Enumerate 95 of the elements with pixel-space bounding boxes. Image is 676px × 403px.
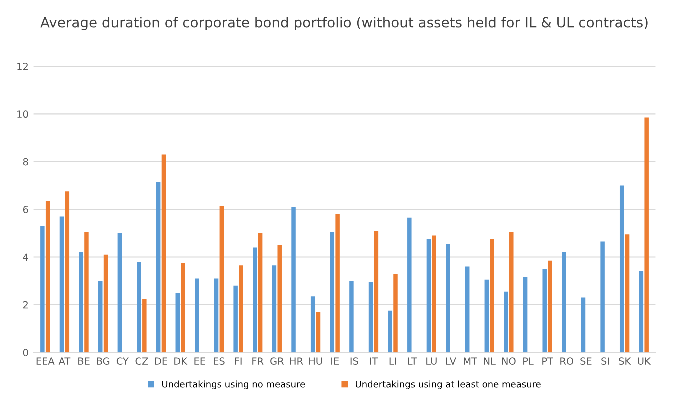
chart-title: Average duration of corporate bond portfolio (without assets held for IL & UL contracts): [40, 17, 648, 30]
bar: [336, 214, 340, 353]
bar: [408, 218, 412, 353]
y-tick-label: 2: [23, 301, 28, 309]
bar: [644, 118, 649, 353]
x-tick-label: HR: [290, 358, 304, 365]
x-tick-label: IE: [332, 358, 339, 365]
bar: [368, 282, 374, 353]
x-tick-label: LT: [408, 358, 418, 365]
bar: [510, 232, 514, 353]
bar: [98, 281, 103, 353]
x-tick-label: NO: [502, 358, 516, 366]
bar: [239, 266, 244, 353]
bar: [600, 242, 605, 353]
y-tick-label: 12: [18, 62, 28, 70]
bar: [142, 298, 147, 353]
y-tick-label: 10: [18, 110, 28, 118]
bar: [156, 182, 161, 353]
x-tick-label: SI: [602, 358, 610, 366]
bar: [465, 266, 470, 353]
x-tick-label: UK: [638, 358, 652, 366]
x-tick-label: LV: [446, 358, 456, 365]
x-tick-label: GR: [270, 358, 284, 366]
bar: [234, 286, 238, 353]
bar: [620, 186, 624, 353]
bar: [625, 234, 630, 353]
x-tick-label: HU: [310, 358, 322, 366]
x-tick-label: RO: [560, 358, 574, 366]
x-tick-label: AT: [58, 358, 71, 365]
bar: [542, 269, 547, 353]
x-tick-label: PL: [524, 358, 534, 365]
bar: [310, 296, 316, 353]
y-tick-label: 0: [23, 349, 28, 356]
bar: [484, 280, 490, 353]
x-tick-label: LU: [426, 358, 437, 366]
bar: [258, 233, 263, 353]
bar: [195, 278, 200, 353]
bar: [504, 292, 508, 353]
bar: [292, 207, 296, 353]
x-tick-label: SE: [580, 358, 592, 366]
x-tick-label: PT: [542, 358, 554, 365]
bar: [639, 272, 644, 353]
bar: [84, 232, 89, 353]
bar: [65, 192, 70, 353]
x-tick-label: CY: [116, 358, 129, 366]
bar: [426, 239, 432, 353]
bar: [523, 278, 528, 353]
x-tick-label: IS: [350, 358, 358, 366]
y-tick-label: 4: [23, 254, 28, 261]
bar: [316, 312, 321, 353]
x-tick-label: SK: [619, 358, 632, 366]
bar: [40, 226, 45, 353]
x-tick-label: EE: [194, 358, 206, 365]
x-tick-label: BE: [78, 358, 90, 365]
bar: [350, 281, 354, 353]
legend-label: Undertakings using no measure: [162, 380, 306, 390]
x-tick-label: DK: [174, 358, 188, 365]
x-tick-label: FI: [235, 358, 242, 365]
bar: [214, 278, 219, 353]
bar: [330, 232, 335, 353]
bar: [562, 252, 566, 353]
x-tick-label: NL: [484, 358, 496, 365]
bar: [432, 236, 437, 353]
bar: [176, 293, 180, 353]
bar: [118, 233, 122, 353]
bar: [446, 244, 450, 353]
bar: [278, 245, 282, 353]
bar: [394, 274, 398, 353]
bar: [60, 216, 64, 353]
y-tick-label: 8: [23, 158, 28, 166]
bar: [548, 260, 552, 353]
x-tick-label: BG: [97, 358, 110, 366]
x-tick-label: ES: [214, 358, 225, 366]
x-tick-label: FR: [252, 358, 264, 365]
bar: [162, 154, 166, 353]
bar: [137, 262, 142, 353]
x-tick-label: CZ: [136, 358, 148, 366]
legend-label: Undertakings using at least one measure: [356, 380, 541, 390]
bar: [388, 310, 392, 353]
bar: [490, 239, 494, 353]
bar: [46, 201, 50, 353]
bar: [79, 252, 84, 353]
bar: [181, 263, 186, 353]
x-tick-label: MT: [464, 358, 478, 365]
bar: [104, 254, 108, 353]
x-tick-label: DE: [155, 358, 168, 365]
x-tick-label: LI: [390, 358, 396, 365]
x-tick-label: IT: [370, 358, 378, 365]
x-tick-label: EEA: [36, 358, 55, 365]
bar: [581, 298, 586, 353]
y-tick-label: 6: [23, 206, 28, 214]
bar: [272, 266, 277, 353]
bar: [220, 206, 224, 353]
bar: [253, 248, 258, 353]
bar: [374, 231, 379, 353]
